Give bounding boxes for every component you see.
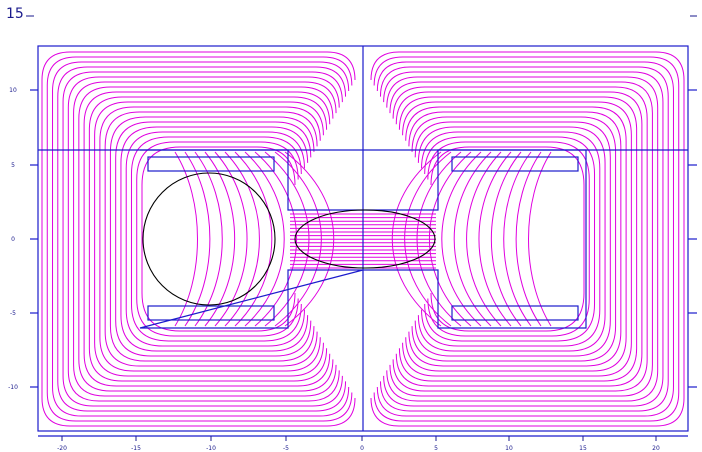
x-axis: -20 -15 -10 -5 0 5 10 15 20 xyxy=(57,436,660,452)
field-line xyxy=(370,51,685,427)
field-line xyxy=(52,61,350,417)
field-line xyxy=(174,151,198,327)
field-line xyxy=(402,101,632,377)
x-tick-label: -15 xyxy=(131,445,141,452)
field-line xyxy=(395,91,643,387)
field-line xyxy=(424,136,596,342)
field-line xyxy=(125,131,305,347)
x-tick-label: -5 xyxy=(283,445,289,452)
field-line xyxy=(62,71,343,407)
field-line xyxy=(430,146,585,332)
y-tick-label: 5 xyxy=(11,162,15,169)
field-line xyxy=(392,86,648,392)
sample-ellipse xyxy=(294,209,436,269)
y-tick-label: 10 xyxy=(9,87,17,94)
field-line xyxy=(408,111,622,367)
field-line xyxy=(184,151,211,327)
field-line xyxy=(389,81,653,397)
field-line xyxy=(136,141,299,337)
field-line xyxy=(379,66,669,412)
field-line xyxy=(94,101,324,377)
corner-label: 15 xyxy=(6,6,24,22)
field-line xyxy=(417,126,606,352)
field-line xyxy=(376,61,674,417)
field-line xyxy=(99,106,321,372)
field-line xyxy=(383,71,664,407)
y-tick-label: 0 xyxy=(11,236,15,243)
field-line xyxy=(46,56,353,422)
field-line xyxy=(405,106,627,372)
field-line xyxy=(411,116,617,362)
field-line xyxy=(528,151,552,327)
x-tick-label: -10 xyxy=(206,445,216,452)
field-line xyxy=(373,56,680,422)
field-line xyxy=(478,151,512,327)
y-axis: 10 5 0 -5 -10 xyxy=(8,87,18,391)
field-line xyxy=(421,131,601,347)
x-tick-label: 20 xyxy=(652,445,660,452)
iron-outline-right xyxy=(363,149,587,329)
field-line xyxy=(224,151,260,327)
field-line xyxy=(41,51,356,427)
sample-circle xyxy=(142,172,276,306)
field-line xyxy=(73,81,337,397)
x-tick-label: 0 xyxy=(360,445,364,452)
field-line xyxy=(214,151,248,327)
y-tick-label: -10 xyxy=(8,384,18,391)
coil-left-top xyxy=(147,156,275,172)
field-line xyxy=(78,86,334,392)
yoke-frame xyxy=(30,45,697,437)
x-tick-label: 10 xyxy=(505,445,513,452)
field-line xyxy=(141,146,296,332)
field-line xyxy=(130,136,302,342)
iron-outline-left xyxy=(139,149,364,329)
y-tick-label: -5 xyxy=(10,310,16,317)
field-line xyxy=(466,151,502,327)
field-line xyxy=(120,126,309,352)
x-tick-label: -20 xyxy=(57,445,67,452)
field-line xyxy=(414,121,611,357)
field-line xyxy=(427,141,590,337)
field-line xyxy=(115,121,312,357)
coil-left-bottom xyxy=(147,305,275,321)
field-line xyxy=(109,116,315,362)
coil-right-bottom xyxy=(451,305,579,321)
field-line xyxy=(57,66,347,412)
field-line xyxy=(88,96,328,382)
coil-right-top xyxy=(451,156,579,172)
x-tick-label: 5 xyxy=(434,445,438,452)
field-line xyxy=(386,76,659,402)
field-line xyxy=(83,91,331,387)
x-tick-label: 15 xyxy=(579,445,587,452)
field-line xyxy=(398,96,638,382)
field-line xyxy=(515,151,542,327)
field-line xyxy=(67,76,340,402)
field-line xyxy=(104,111,318,367)
